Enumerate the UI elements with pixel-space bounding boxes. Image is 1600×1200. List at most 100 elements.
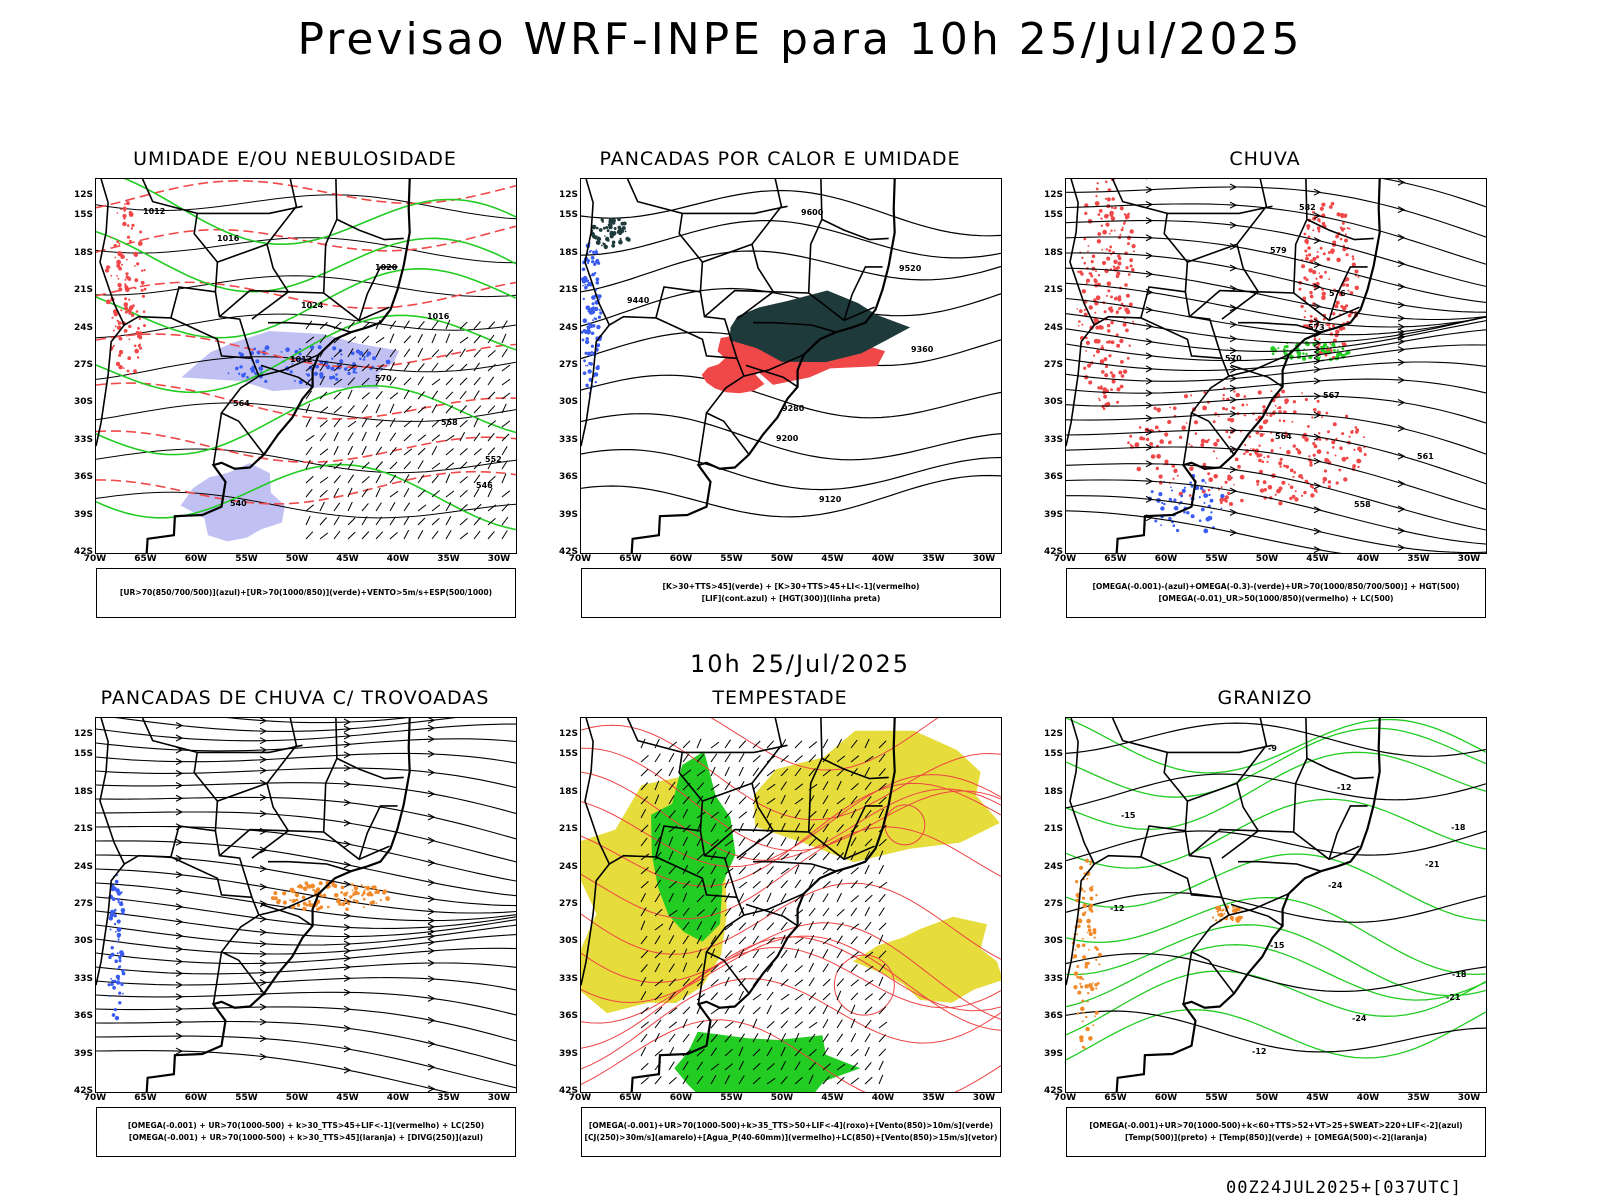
streamline-arrow [1313, 527, 1322, 535]
contour-label: -12 [1252, 1047, 1266, 1056]
streamline [1066, 186, 1486, 238]
longitude-tick-label: 35W [1407, 1093, 1430, 1103]
streamline-arrow [1145, 443, 1154, 451]
streamline-arrow [343, 1005, 352, 1013]
streamline [1066, 510, 1343, 553]
streamline-arrow [343, 780, 352, 788]
border-line [626, 179, 704, 292]
streamline-arrow [259, 767, 268, 775]
contour-label: 1016 [427, 312, 450, 321]
streamline-arrow [1145, 428, 1154, 436]
longitude-tick-label: 65W [619, 554, 642, 564]
cyclone-swirl [833, 954, 895, 1016]
border-line [1066, 315, 1141, 447]
streamline-arrow [1313, 365, 1322, 373]
coastline [1115, 179, 1381, 553]
border-line [1228, 353, 1290, 377]
latitude-tick-label: 12S [73, 190, 93, 200]
border-line [141, 718, 219, 831]
latitude-tick-label: 18S [1043, 786, 1063, 797]
streamline-arrow [1229, 264, 1238, 272]
contour-label: 546 [476, 481, 493, 490]
latitude-tick-label: 12S [558, 729, 578, 739]
map-svg [96, 718, 516, 1092]
streamline [1066, 220, 1486, 287]
longitude-tick-label: 70W [1053, 1093, 1077, 1103]
border-line [1188, 289, 1259, 318]
streamline-arrow [1397, 527, 1406, 535]
latitude-tick-label: 42S [558, 1086, 578, 1096]
streamline-arrow [427, 994, 436, 1002]
streamline-arrow [1313, 345, 1322, 353]
streamline-arrow [1145, 414, 1154, 422]
border-line [751, 179, 783, 293]
border-line [682, 205, 788, 215]
streamline [96, 811, 516, 863]
latitude-axis: 12S 15S 18S 21S 24S 27S 30S 33S 36S 39S 42S [1025, 178, 1063, 557]
map-area: 9600 9520 9440 9360 9280 9200 9120 [580, 178, 1002, 554]
panel-pancadas-calor: PANCADAS POR CALOR E UMIDADE 12S 15S 18S 21S… [540, 148, 1020, 628]
streamline-arrow [1313, 546, 1322, 553]
streamline-arrow [1145, 338, 1154, 346]
streamline-arrow [259, 1018, 268, 1026]
streamline-arrow [343, 923, 352, 931]
longitude-tick-label: 60W [1154, 554, 1178, 564]
streamline-arrow [1397, 233, 1406, 241]
latitude-tick-label: 21S [558, 824, 578, 835]
longitude-tick-label: 45W [336, 554, 359, 564]
streamline-arrow [343, 819, 352, 827]
border-line [581, 315, 656, 447]
latitude-axis: 12S 15S 18S 21S 24S 27S 30S 33S 36S 39S 42S [540, 717, 578, 1096]
border-line [1292, 718, 1308, 833]
border-line [212, 951, 223, 1005]
streamline-arrow [343, 912, 352, 920]
map-area [95, 717, 517, 1093]
streamline-arrow [1145, 365, 1154, 373]
streamline-arrow [343, 751, 352, 759]
latitude-tick-label: 39S [558, 1048, 578, 1059]
longitude-tick-label: 55W [235, 1093, 258, 1103]
streamline-arrow [1145, 377, 1154, 385]
streamline-arrow [259, 1035, 268, 1043]
wind850-green [674, 1031, 861, 1092]
latitude-tick-label: 18S [1043, 247, 1063, 258]
border-line [358, 805, 398, 860]
border-line [821, 757, 889, 780]
streamline-arrow [1145, 495, 1154, 503]
contour-labels: -9 -12 -15 -18 -21 -24 -12 -15 -18 -21 -24 -12 [1110, 744, 1467, 1056]
border-line [260, 903, 314, 927]
streamline-arrow [343, 1066, 352, 1074]
streamline-arrow [1397, 179, 1406, 186]
border-line [268, 321, 352, 333]
longitude-tick-label: 35W [922, 1093, 945, 1103]
streamline-arrow [343, 764, 352, 772]
panel-pancadas-trovoadas: PANCADAS DE CHUVA C/ TROVOADAS 12S 15S 18S 2… [55, 687, 535, 1167]
longitude-tick-label: 70W [568, 554, 592, 564]
streamline [96, 1035, 516, 1089]
legend-line: [CJ(250)>30m/s](amarelo)+[Agua_P(40-60mm… [584, 1133, 998, 1142]
streamline-arrow [259, 1053, 268, 1061]
streamline-arrow [175, 932, 184, 940]
border-line [753, 321, 837, 333]
streamline-arrow [259, 810, 268, 818]
coastline [145, 718, 411, 1092]
streamline-arrow [175, 945, 184, 953]
longitude-tick-label: 45W [821, 1093, 844, 1103]
humid-layer-blue [180, 463, 285, 542]
streamline-arrow [1313, 411, 1322, 419]
streamline-arrow [1229, 384, 1238, 392]
streamline [96, 924, 516, 946]
border-line [703, 828, 774, 857]
streamline-arrow [1145, 252, 1154, 260]
border-line [1167, 744, 1273, 754]
streamline [96, 868, 516, 914]
border-line [1221, 290, 1360, 322]
longitude-tick-label: 45W [821, 554, 844, 564]
streamline-arrow [1229, 201, 1238, 209]
streamline-arrow [1397, 480, 1406, 488]
panel-title: PANCADAS POR CALOR E UMIDADE [599, 148, 961, 170]
streamline [1066, 329, 1486, 362]
contour-label: -15 [1121, 811, 1136, 820]
streamline-arrow [1229, 320, 1238, 328]
map-svg [581, 718, 1001, 1092]
